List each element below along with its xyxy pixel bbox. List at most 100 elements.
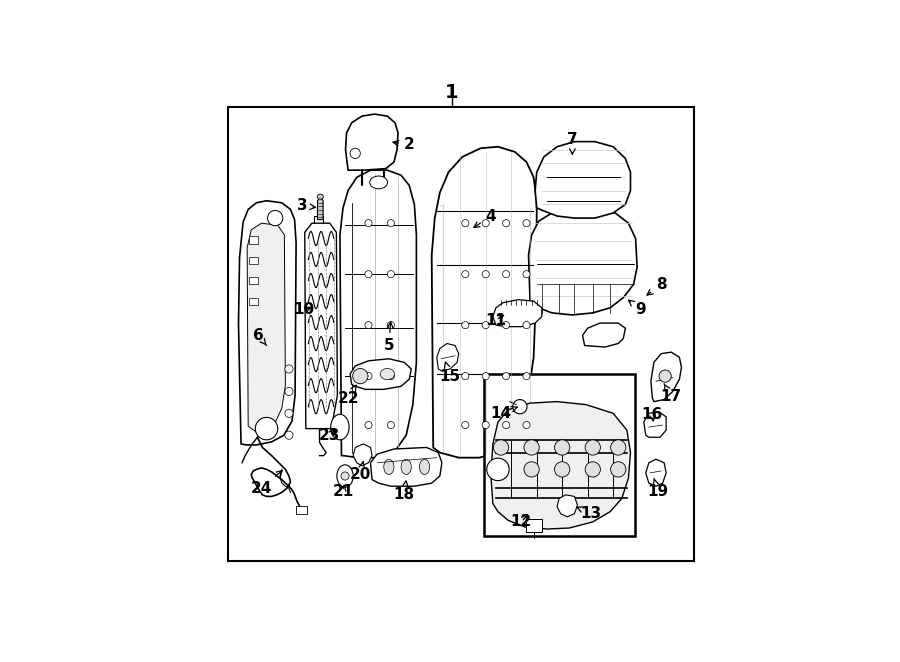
Text: 14: 14 xyxy=(491,406,518,421)
Circle shape xyxy=(523,271,530,278)
Circle shape xyxy=(364,220,372,227)
Circle shape xyxy=(524,462,539,477)
Bar xyxy=(249,236,258,244)
Circle shape xyxy=(554,440,570,455)
Bar xyxy=(526,520,542,532)
Polygon shape xyxy=(436,344,459,371)
Bar xyxy=(484,373,634,536)
Circle shape xyxy=(487,458,509,481)
Circle shape xyxy=(482,373,490,380)
Circle shape xyxy=(493,462,508,477)
Circle shape xyxy=(267,211,283,226)
Circle shape xyxy=(523,220,530,227)
Circle shape xyxy=(482,322,490,329)
Bar xyxy=(249,257,258,264)
Text: 6: 6 xyxy=(253,328,266,346)
Polygon shape xyxy=(248,223,285,432)
Circle shape xyxy=(462,422,469,428)
Circle shape xyxy=(513,400,527,414)
Text: 21: 21 xyxy=(332,484,354,498)
Circle shape xyxy=(364,373,372,380)
Circle shape xyxy=(502,271,509,278)
Polygon shape xyxy=(432,147,536,457)
Circle shape xyxy=(364,322,372,329)
Circle shape xyxy=(502,322,509,329)
Text: 1: 1 xyxy=(446,83,459,102)
Circle shape xyxy=(502,422,509,428)
Polygon shape xyxy=(644,412,666,438)
Text: 20: 20 xyxy=(349,461,371,482)
Text: 19: 19 xyxy=(647,479,668,498)
Polygon shape xyxy=(491,402,631,529)
Circle shape xyxy=(462,373,469,380)
Polygon shape xyxy=(371,448,442,486)
Polygon shape xyxy=(350,359,411,389)
Circle shape xyxy=(285,387,293,395)
Text: 3: 3 xyxy=(297,199,315,213)
Polygon shape xyxy=(346,114,398,170)
Ellipse shape xyxy=(401,459,411,475)
Text: 17: 17 xyxy=(661,384,682,404)
Circle shape xyxy=(387,322,394,329)
Circle shape xyxy=(387,422,394,428)
Polygon shape xyxy=(305,223,338,428)
Bar xyxy=(249,298,258,305)
Polygon shape xyxy=(340,170,417,457)
Ellipse shape xyxy=(331,414,349,440)
Text: 24: 24 xyxy=(251,471,283,496)
Circle shape xyxy=(482,422,490,428)
Circle shape xyxy=(256,418,278,440)
Circle shape xyxy=(387,373,394,380)
Text: 18: 18 xyxy=(393,481,415,502)
Circle shape xyxy=(482,220,490,227)
Circle shape xyxy=(285,365,293,373)
Text: 16: 16 xyxy=(642,407,663,422)
Polygon shape xyxy=(651,352,681,402)
Circle shape xyxy=(482,271,490,278)
Bar xyxy=(249,277,258,285)
Polygon shape xyxy=(493,300,542,326)
Circle shape xyxy=(364,271,372,278)
Text: 22: 22 xyxy=(338,385,359,406)
Text: 5: 5 xyxy=(383,322,394,353)
Circle shape xyxy=(387,220,394,227)
Text: 4: 4 xyxy=(474,209,496,228)
Circle shape xyxy=(524,440,539,455)
Polygon shape xyxy=(318,197,323,220)
Bar xyxy=(295,506,307,514)
Ellipse shape xyxy=(337,465,353,487)
Polygon shape xyxy=(582,323,626,347)
Circle shape xyxy=(585,462,600,477)
Polygon shape xyxy=(646,459,666,486)
Circle shape xyxy=(585,440,600,455)
Circle shape xyxy=(341,472,349,480)
Text: 11: 11 xyxy=(485,312,507,328)
Circle shape xyxy=(364,422,372,428)
Circle shape xyxy=(462,271,469,278)
Text: 7: 7 xyxy=(567,132,578,154)
Circle shape xyxy=(523,373,530,380)
Circle shape xyxy=(610,440,626,455)
Polygon shape xyxy=(557,495,578,517)
Text: 23: 23 xyxy=(319,428,340,443)
Circle shape xyxy=(462,220,469,227)
Circle shape xyxy=(285,431,293,440)
Circle shape xyxy=(353,369,368,384)
Ellipse shape xyxy=(383,459,394,475)
Polygon shape xyxy=(528,209,637,315)
Text: 8: 8 xyxy=(647,277,666,295)
Text: 15: 15 xyxy=(439,362,461,383)
Text: 12: 12 xyxy=(511,514,532,530)
Circle shape xyxy=(659,370,671,382)
Circle shape xyxy=(350,148,360,158)
Circle shape xyxy=(610,462,626,477)
Text: 2: 2 xyxy=(393,137,415,152)
Circle shape xyxy=(387,271,394,278)
Circle shape xyxy=(523,422,530,428)
Polygon shape xyxy=(238,201,296,445)
Circle shape xyxy=(554,462,570,477)
Ellipse shape xyxy=(317,194,323,199)
Ellipse shape xyxy=(370,176,388,189)
Circle shape xyxy=(523,322,530,329)
Ellipse shape xyxy=(380,369,394,380)
